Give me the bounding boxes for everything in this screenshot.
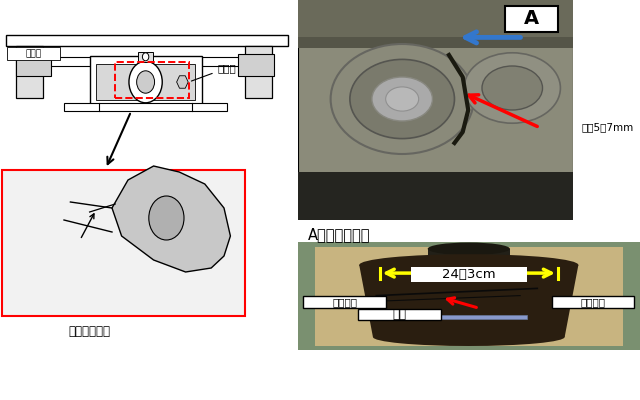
Text: Aから見た状況: Aから見た状況 (308, 227, 371, 242)
FancyBboxPatch shape (303, 296, 386, 308)
Ellipse shape (428, 242, 510, 255)
Bar (298, 242, 640, 350)
Ellipse shape (482, 66, 543, 110)
Bar (115, 62, 189, 98)
FancyBboxPatch shape (8, 47, 60, 60)
Bar (16, 54, 51, 76)
Ellipse shape (373, 328, 564, 346)
Ellipse shape (350, 59, 454, 139)
Circle shape (129, 61, 163, 103)
Text: 車両内側: 車両内側 (580, 297, 605, 307)
Bar (298, 0, 573, 40)
Ellipse shape (464, 53, 561, 123)
Text: 車両外側: 車両外側 (332, 297, 357, 307)
FancyBboxPatch shape (552, 296, 634, 308)
Bar (6, 35, 288, 46)
Ellipse shape (331, 44, 474, 154)
Polygon shape (177, 76, 188, 88)
Polygon shape (359, 265, 579, 337)
Bar (138, 52, 153, 62)
Bar (16, 46, 44, 98)
FancyBboxPatch shape (358, 308, 441, 320)
Text: 幅：5～7mm: 幅：5～7mm (581, 122, 634, 133)
Bar (96, 64, 195, 100)
Bar (64, 103, 227, 111)
Ellipse shape (386, 87, 419, 111)
Bar (315, 247, 623, 346)
Bar (298, 172, 573, 220)
Bar (2, 170, 244, 316)
Bar (90, 56, 202, 104)
Circle shape (149, 196, 184, 240)
Circle shape (137, 71, 155, 93)
Bar (245, 46, 272, 98)
Text: A: A (524, 9, 539, 28)
Circle shape (142, 53, 148, 61)
Text: 台車枚: 台車枚 (26, 50, 42, 58)
Bar (417, 315, 527, 319)
Text: 24．3cm: 24．3cm (442, 268, 495, 281)
FancyBboxPatch shape (506, 6, 557, 32)
FancyBboxPatch shape (411, 267, 527, 282)
Bar (38, 57, 256, 66)
Bar (239, 54, 274, 76)
Text: 軸笥体: 軸笥体 (191, 63, 236, 81)
Polygon shape (112, 166, 230, 272)
Bar (298, 37, 573, 48)
Ellipse shape (372, 77, 433, 121)
Text: 発見した亀裂: 発見した亀裂 (68, 325, 111, 338)
Bar (428, 249, 510, 265)
Ellipse shape (359, 254, 579, 276)
Text: 亀裂: 亀裂 (392, 308, 406, 321)
